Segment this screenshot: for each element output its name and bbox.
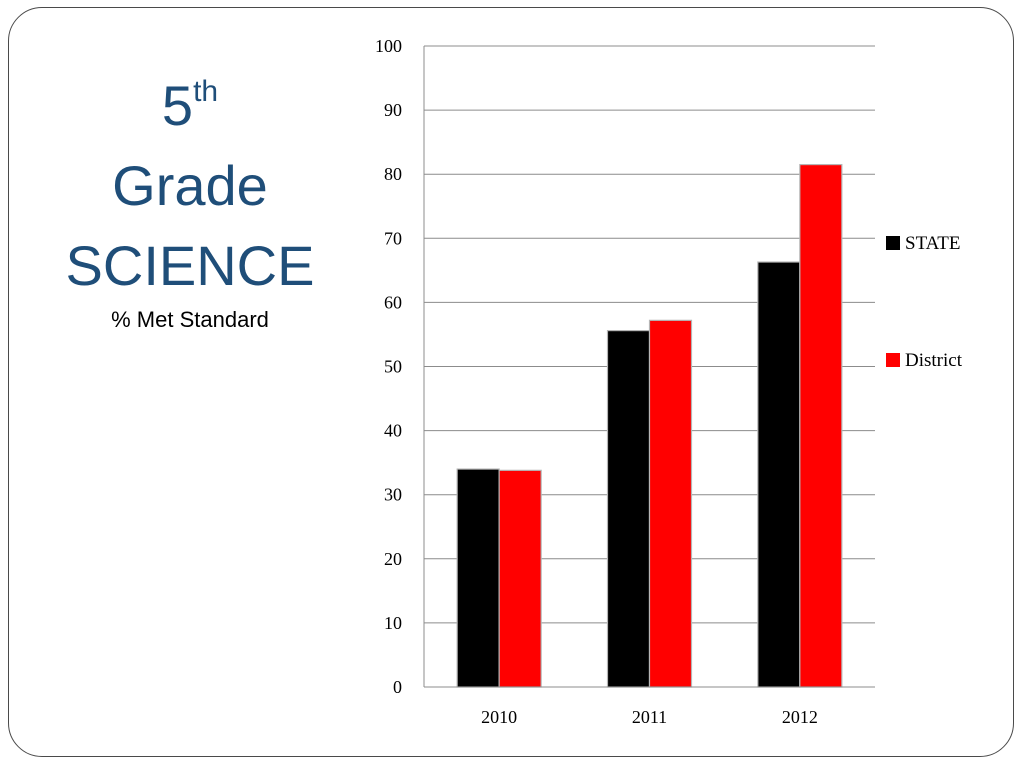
- y-tick-label: 10: [384, 613, 402, 633]
- title-ordinal-suffix: th: [193, 75, 219, 108]
- y-tick-label: 60: [384, 292, 402, 312]
- bar-state-2010: [456, 468, 500, 688]
- bar-district-2011: [648, 319, 693, 688]
- y-tick-label: 0: [393, 677, 402, 697]
- y-tick-label: 40: [384, 421, 402, 441]
- y-tick-label: 50: [384, 357, 402, 377]
- legend-label-state: STATE: [905, 233, 960, 254]
- chart-subtitle: % Met Standard: [111, 307, 269, 332]
- bar-state-2012: [757, 261, 801, 688]
- y-tick-label: 90: [384, 100, 402, 120]
- bar-district-2012: [799, 163, 843, 688]
- x-tick-label: 2011: [632, 707, 667, 727]
- y-tick-label: 70: [384, 228, 402, 248]
- bar-state-2011: [606, 330, 651, 688]
- title-subject: SCIENCE: [65, 234, 315, 297]
- legend-label-district: District: [905, 350, 963, 371]
- y-tick-label: 80: [384, 164, 402, 184]
- legend: STATE District: [886, 233, 963, 371]
- title-grade-number: 5th: [161, 74, 219, 137]
- bars: [456, 163, 843, 688]
- y-tick-label: 20: [384, 549, 402, 569]
- bar-district-2010: [498, 469, 542, 688]
- x-tick-label: 2010: [481, 707, 517, 727]
- legend-swatch-district: [886, 353, 900, 367]
- x-tick-label: 2012: [782, 707, 818, 727]
- y-tick-label: 30: [384, 485, 402, 505]
- slide-title: 5th Grade SCIENCE: [40, 52, 340, 306]
- axes: 0 10 20 30 40 50 60 70 80 90 100 2010 2011 2012: [375, 36, 875, 727]
- title-grade-word: Grade: [112, 154, 268, 217]
- legend-swatch-state: [886, 236, 900, 250]
- y-tick-label: 100: [375, 36, 402, 56]
